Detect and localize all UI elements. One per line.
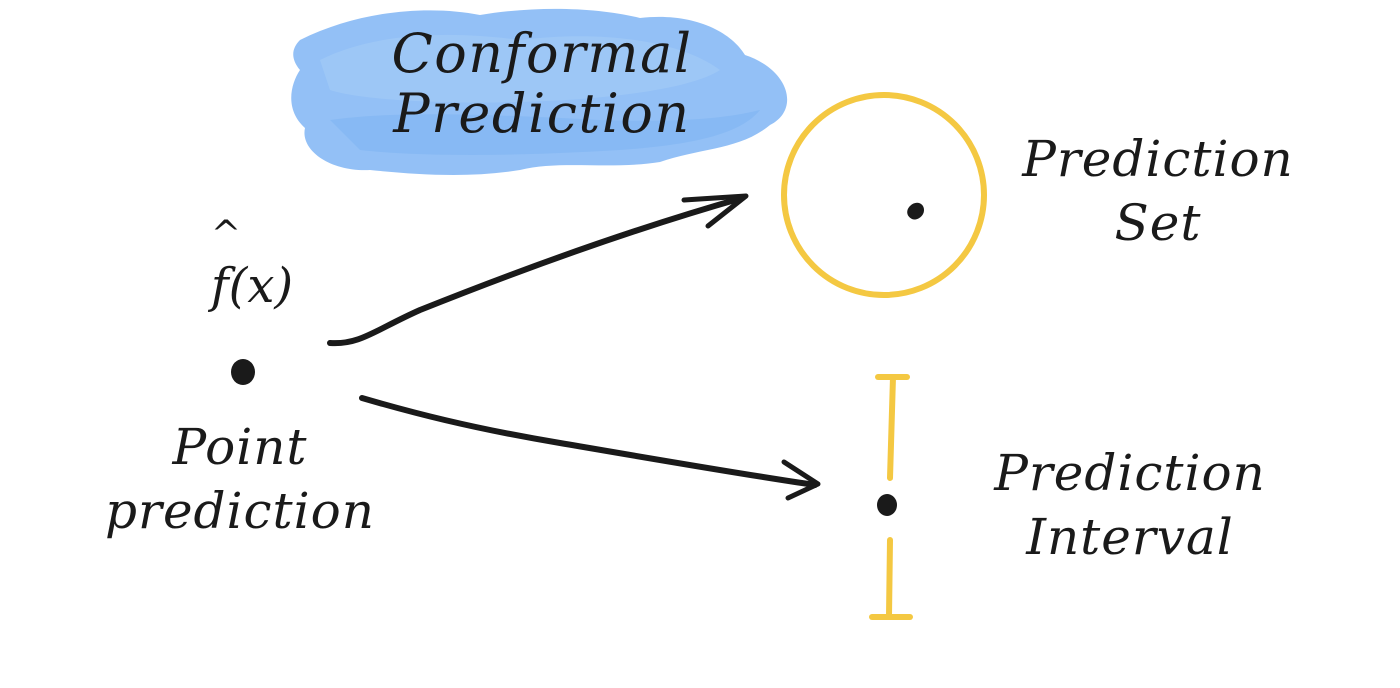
prediction-set-label-line-1: Prediction — [1021, 130, 1294, 188]
point-label-line-1: Point — [171, 418, 307, 476]
prediction-interval-label-line-2: Interval — [1025, 508, 1234, 566]
point-label-line-2: prediction — [105, 482, 375, 540]
interval-upper-segment — [887, 374, 896, 481]
prediction-interval-label-line-1: Prediction — [993, 444, 1266, 502]
interval-lower-segment — [886, 537, 893, 619]
title-line-1: Conformal — [391, 22, 692, 85]
prediction-interval-dot — [877, 494, 897, 516]
hat-icon: ^ — [211, 214, 241, 255]
arrow-to-interval — [359, 395, 821, 501]
function-label: f(x) — [208, 258, 293, 314]
prediction-set-label-line-2: Set — [1115, 194, 1202, 252]
arrow-to-set — [327, 193, 749, 347]
prediction-set-dot — [907, 202, 924, 220]
prediction-interval-bar — [869, 374, 913, 620]
point-prediction-dot — [231, 359, 255, 385]
prediction-set-circle — [781, 92, 987, 298]
title-line-2: Prediction — [392, 82, 690, 145]
title-highlight — [291, 8, 788, 175]
